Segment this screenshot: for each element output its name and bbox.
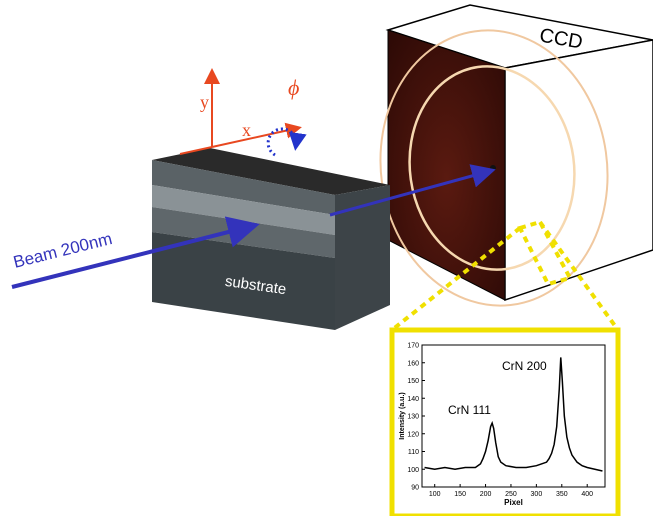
y-tick-label: 110: [408, 449, 419, 456]
y-label: y: [200, 92, 209, 112]
x-label: x: [242, 120, 251, 140]
y-tick-label: 170: [407, 343, 419, 350]
y-tick-label: 90: [411, 485, 419, 492]
diagram: CCD substrate Beam 200nm y x ϕ 901001101…: [0, 0, 653, 516]
inset-frame: [392, 330, 618, 516]
x-tick-label: 100: [429, 491, 441, 498]
x-tick-label: 400: [581, 491, 593, 498]
y-tick-label: 120: [407, 431, 419, 438]
rotation-arrow: [268, 129, 296, 155]
sample-block: substrate: [152, 148, 390, 330]
x-axis-title: Pixel: [504, 498, 523, 507]
peak-annotation: CrN 200: [502, 359, 547, 373]
y-axis-title: Intensity (a.u.): [399, 392, 406, 439]
x-tick-label: 150: [454, 491, 466, 498]
y-tick-label: 130: [407, 414, 419, 421]
x-tick-label: 200: [480, 491, 492, 498]
y-tick-label: 160: [407, 360, 419, 367]
phi-label: ϕ: [288, 75, 299, 100]
peak-annotation: CrN 111: [448, 403, 491, 417]
ccd-detector: CCD: [363, 5, 653, 320]
y-tick-label: 150: [407, 378, 419, 385]
x-tick-label: 250: [505, 491, 517, 498]
y-tick-label: 140: [407, 396, 419, 403]
y-tick-label: 100: [407, 467, 419, 474]
x-tick-label: 300: [531, 491, 543, 498]
x-tick-label: 350: [556, 491, 568, 498]
x-axis-arrow: [212, 128, 298, 147]
